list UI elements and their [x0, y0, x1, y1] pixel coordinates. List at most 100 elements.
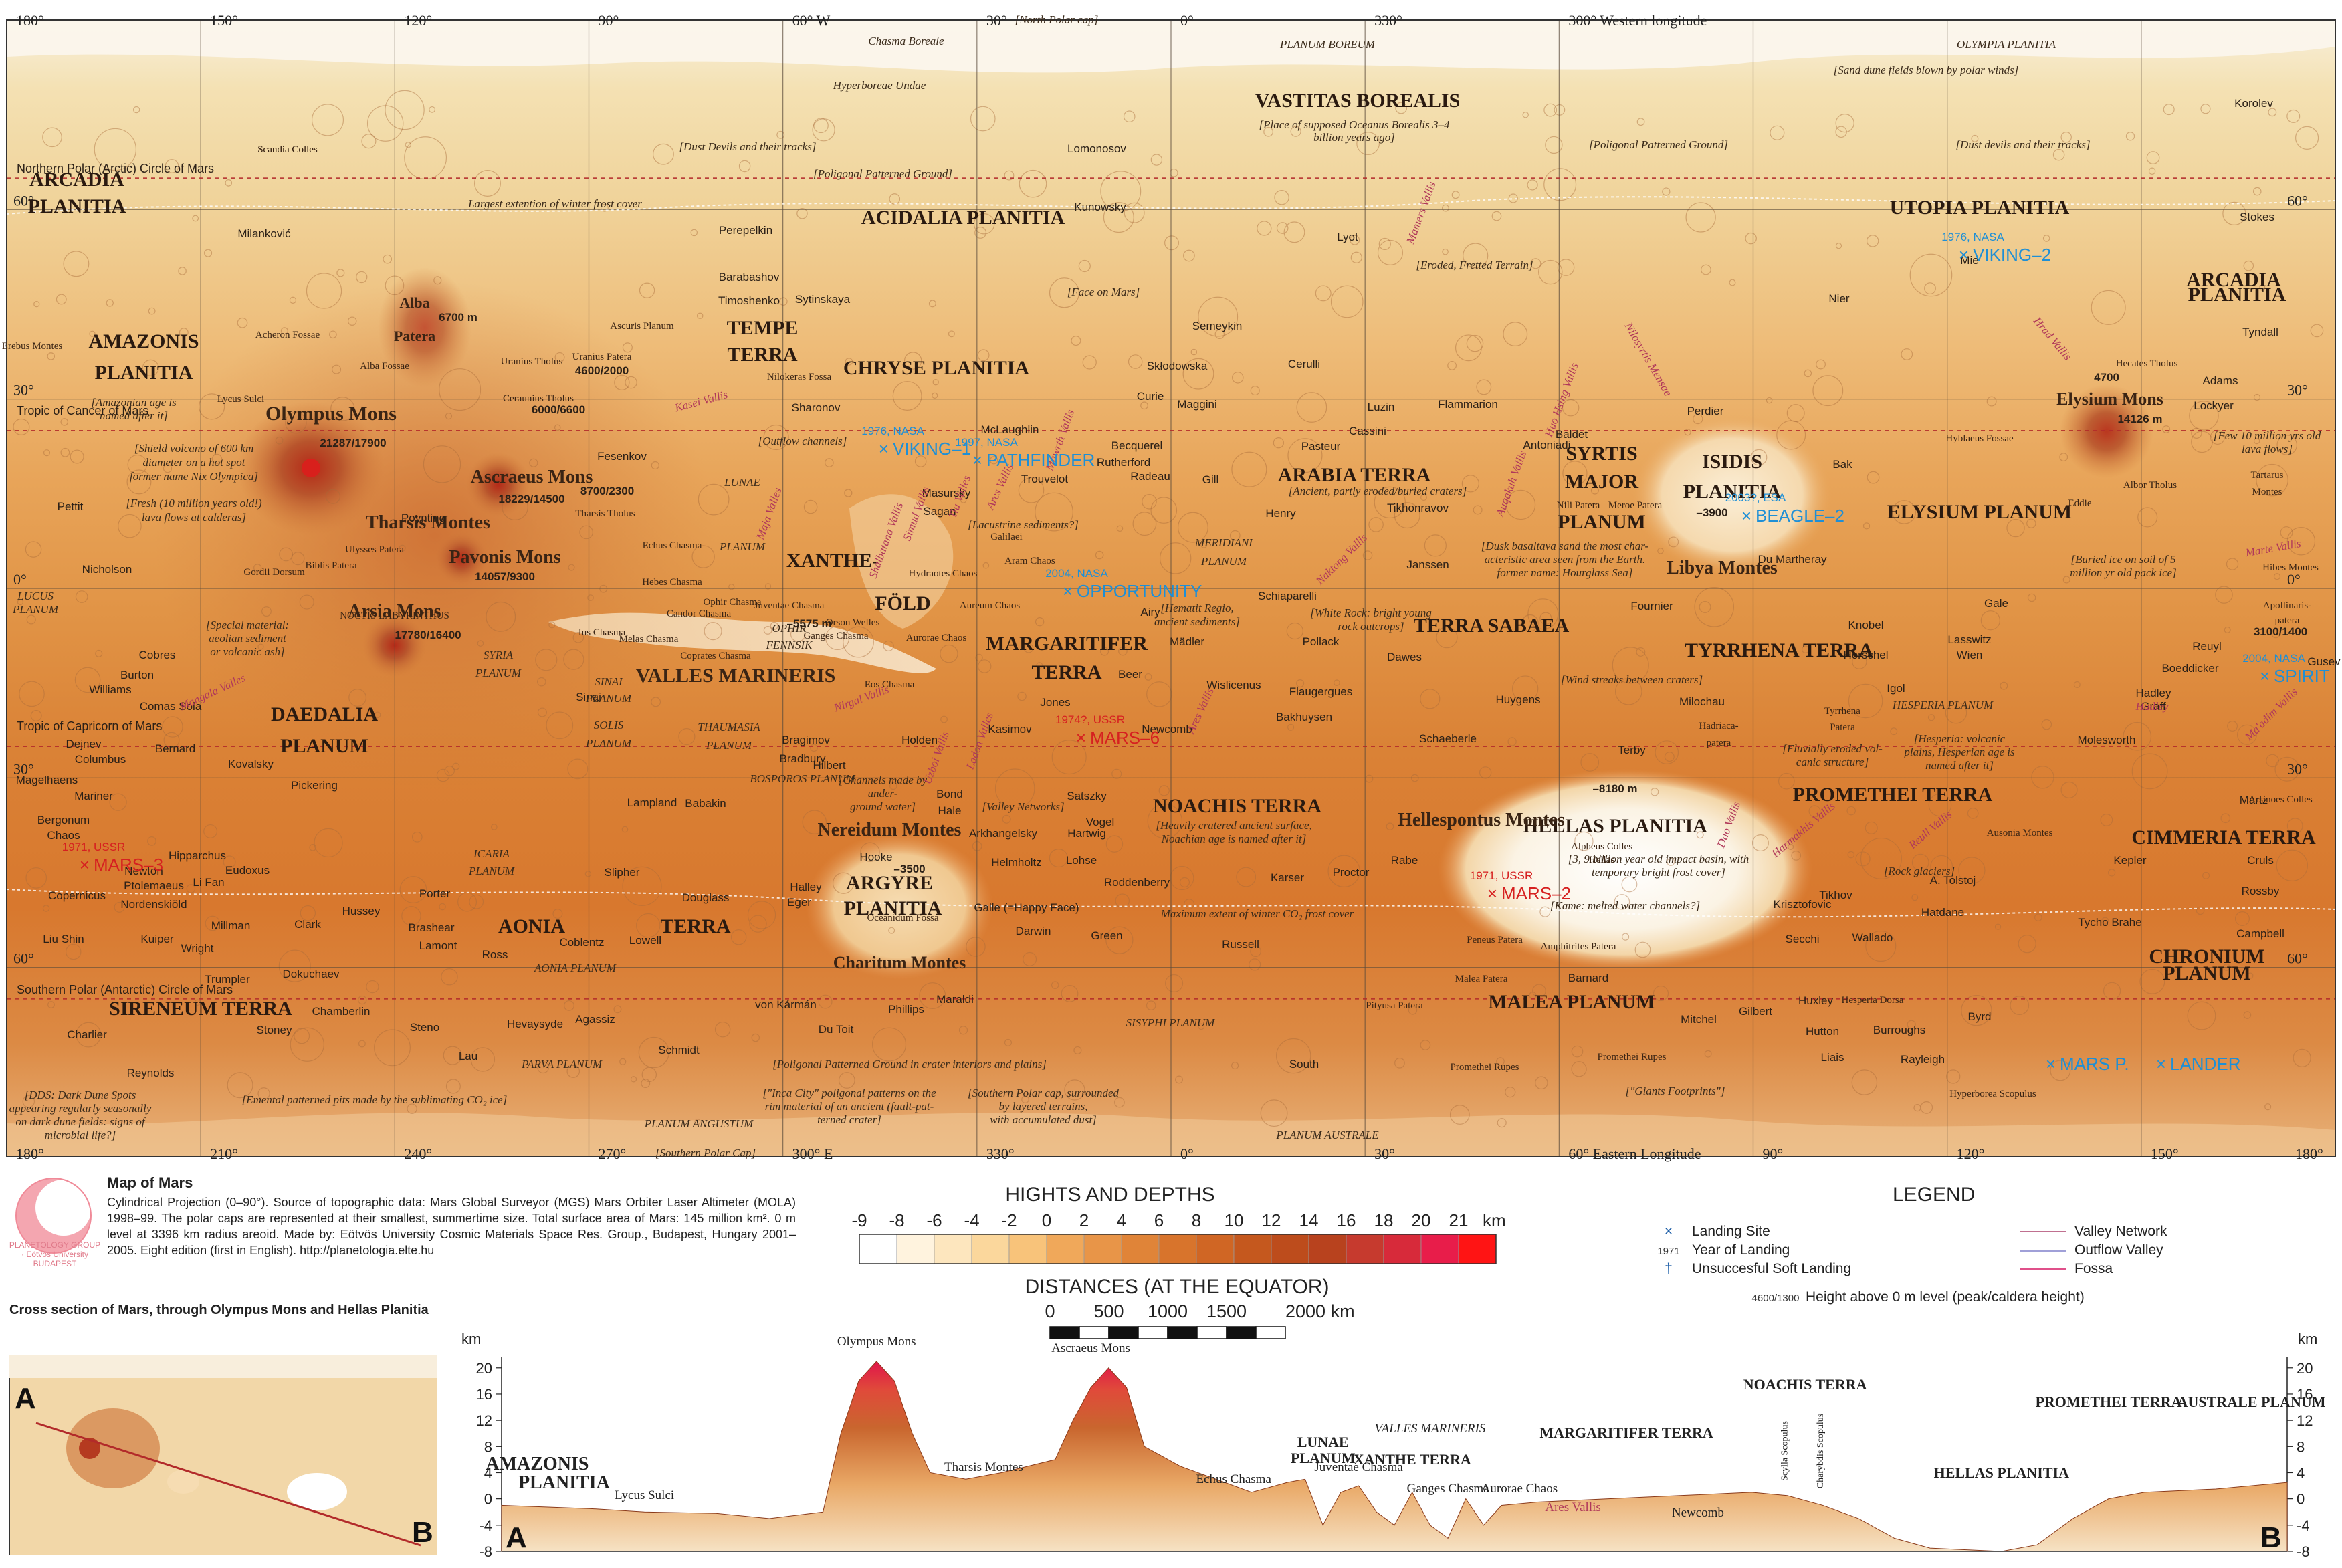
crater — [2101, 917, 2109, 925]
crater — [2162, 425, 2171, 433]
graticule — [7, 20, 2335, 1157]
annotation: [Valley Networks] — [982, 800, 1064, 813]
annotation: PLANUM — [468, 865, 515, 877]
longitude-label: 180° — [2295, 1145, 2323, 1162]
crater-name: Poynting — [401, 512, 445, 524]
crater — [2034, 913, 2042, 921]
legend-item: Valley Network — [2020, 1224, 2167, 1240]
crater — [1250, 945, 1261, 957]
annotation: PLANUM AUSTRALE — [1275, 1129, 1379, 1141]
crater-name: Russell — [1222, 938, 1259, 951]
crater — [1232, 372, 1244, 384]
crater-name: Wien — [1957, 649, 1983, 661]
distance-scale-title: DISTANCES (AT THE EQUATOR) — [1025, 1276, 1329, 1298]
crater — [1614, 677, 1642, 705]
crater — [132, 106, 140, 114]
crater — [1036, 662, 1043, 669]
small-feature-label: Promethei Rupes — [1451, 1062, 1519, 1073]
annotation: [Rock glaciers] — [1884, 865, 1955, 877]
annotation: MERIDIANI — [1194, 536, 1253, 549]
crater — [554, 424, 561, 431]
crater — [2286, 527, 2316, 556]
crater — [2131, 753, 2168, 790]
height-scale-frame — [859, 1234, 1497, 1264]
crater — [803, 499, 818, 514]
annotation: [Sand dune fields blown by polar winds] — [1834, 64, 2019, 76]
crater — [1662, 187, 1671, 196]
crater — [445, 412, 453, 420]
annotation: [Shield volcano of 600 km — [134, 442, 253, 455]
height-tick: 18 — [1374, 1210, 1394, 1230]
crater — [1466, 334, 1484, 352]
small-feature-label: Ophir Chasma — [703, 597, 761, 608]
crater — [347, 316, 357, 326]
annotation: PLANUM ANGUSTUM — [644, 1117, 754, 1130]
crater-name: Herschel — [1843, 649, 1888, 661]
profile-label: NOACHIS TERRA — [1743, 1376, 1867, 1393]
region-label: TYRRHENA TERRA — [1685, 639, 1873, 661]
profile-label: Scylla Scopulus — [1780, 1421, 1790, 1481]
crater — [1395, 102, 1408, 114]
region-label: CHRONIUM — [2149, 945, 2264, 968]
crater — [763, 626, 772, 635]
crater — [1200, 541, 1208, 548]
crater-name: Kasimov — [988, 723, 1032, 736]
crater — [374, 1029, 411, 1067]
crater — [399, 544, 406, 552]
crater — [2010, 996, 2030, 1015]
landing-name: BEAGLE–2 — [1755, 506, 1844, 526]
crater — [966, 937, 986, 957]
latitude-circles — [7, 177, 2335, 1000]
height-value: 14126 m — [2117, 413, 2162, 425]
crater — [278, 949, 311, 982]
crater — [1539, 612, 1552, 625]
annotation: ICARIA — [473, 847, 510, 860]
crater — [1812, 375, 1844, 407]
feature-label: Tharsis Montes — [366, 512, 490, 533]
crater-name: Campbell — [2236, 927, 2284, 940]
crater — [1961, 994, 1992, 1026]
annotation: ground water] — [850, 800, 916, 813]
crater — [1994, 923, 2002, 930]
crater — [770, 621, 778, 630]
crater — [2059, 453, 2068, 462]
annotation: ancient sediments] — [1154, 615, 1240, 628]
profile-label: HELLAS PLANITIA — [1934, 1464, 2069, 1481]
crater-name: Secchi — [1785, 933, 1819, 945]
landing-year: 2004, NASA — [2242, 652, 2305, 665]
crater-name: Stokes — [2240, 211, 2274, 223]
small-feature-label: Hebes Chasma — [642, 577, 702, 588]
crater — [2100, 814, 2113, 826]
frame-labels: 180° 150° 120° 90° 60° W 30° 0° 330° 300° Wester… — [13, 12, 2323, 1162]
crater — [1491, 211, 1502, 221]
longitude-label: 180° — [16, 12, 44, 29]
crater — [1557, 259, 1575, 276]
crater-name: Terby — [1618, 744, 1646, 756]
crater-name: A. Tolstoj — [1930, 874, 1976, 887]
crater-name: Steno — [410, 1021, 439, 1034]
crater-name: Hooke — [859, 851, 892, 863]
annotation: [Poligonal Patterned Ground] — [1589, 138, 1728, 151]
height-value: –3900 — [1696, 506, 1727, 519]
crater — [1182, 358, 1214, 390]
annotation: PLANUM — [475, 667, 522, 679]
crater — [2050, 1060, 2071, 1081]
crater-name: Lampland — [627, 796, 677, 809]
crater-name: Wright — [181, 942, 214, 955]
crater-name: Reuyl — [2192, 640, 2221, 653]
crater — [1114, 1097, 1125, 1108]
crater — [813, 118, 829, 134]
crater-name: Lau — [459, 1050, 477, 1062]
landing-site: 1971, USSR× MARS–2 — [1470, 869, 1571, 903]
crater — [548, 621, 556, 629]
crater-name: Porter — [419, 887, 451, 900]
landing-site: 1974?, USSR× MARS–6 — [1055, 713, 1160, 748]
annotation: [Kame: melted water channels?] — [1550, 899, 1700, 912]
profile-label: PROMETHEI TERRA — [2035, 1393, 2181, 1410]
crater — [1447, 360, 1457, 370]
landing-site: 2003?, ESA × BEAGLE–2 — [1725, 491, 1844, 526]
legend-item: Fossa — [2020, 1261, 2113, 1277]
crater — [253, 564, 262, 572]
cross-section-profile: km 20 16 12 8 4 0 -4 -8 km 20 16 12 8 4 0 -4 -8 A B AMAZONIS… — [461, 1331, 2326, 1560]
annotation: with accumulated dust] — [990, 1113, 1097, 1126]
